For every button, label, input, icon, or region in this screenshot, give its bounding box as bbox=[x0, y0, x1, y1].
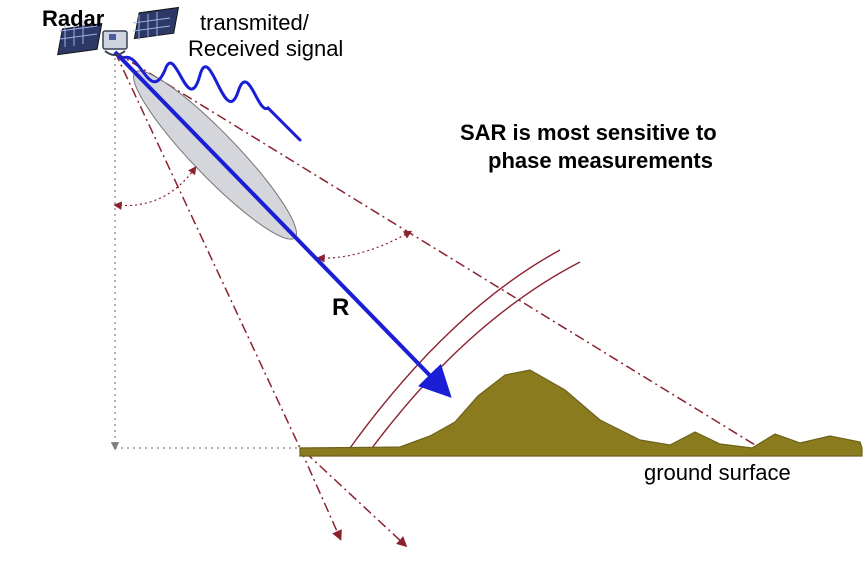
range-vector bbox=[115, 52, 445, 391]
look-angle-arc bbox=[115, 168, 195, 206]
beam-edge-left-ext bbox=[300, 448, 340, 538]
label-sar-line2: phase measurements bbox=[488, 148, 713, 174]
beam-center-ext bbox=[305, 452, 405, 545]
label-signal-line2: Received signal bbox=[188, 36, 343, 62]
beam-edge-right bbox=[115, 52, 760, 448]
beam-width-arc bbox=[318, 232, 410, 258]
label-radar: Radar bbox=[42, 6, 104, 32]
label-signal-line1: transmited/ bbox=[200, 10, 309, 36]
terrain bbox=[300, 370, 862, 456]
label-sar-line1: SAR is most sensitive to bbox=[460, 120, 717, 146]
label-ground-surface: ground surface bbox=[644, 460, 791, 486]
label-range-R: R bbox=[332, 294, 349, 323]
